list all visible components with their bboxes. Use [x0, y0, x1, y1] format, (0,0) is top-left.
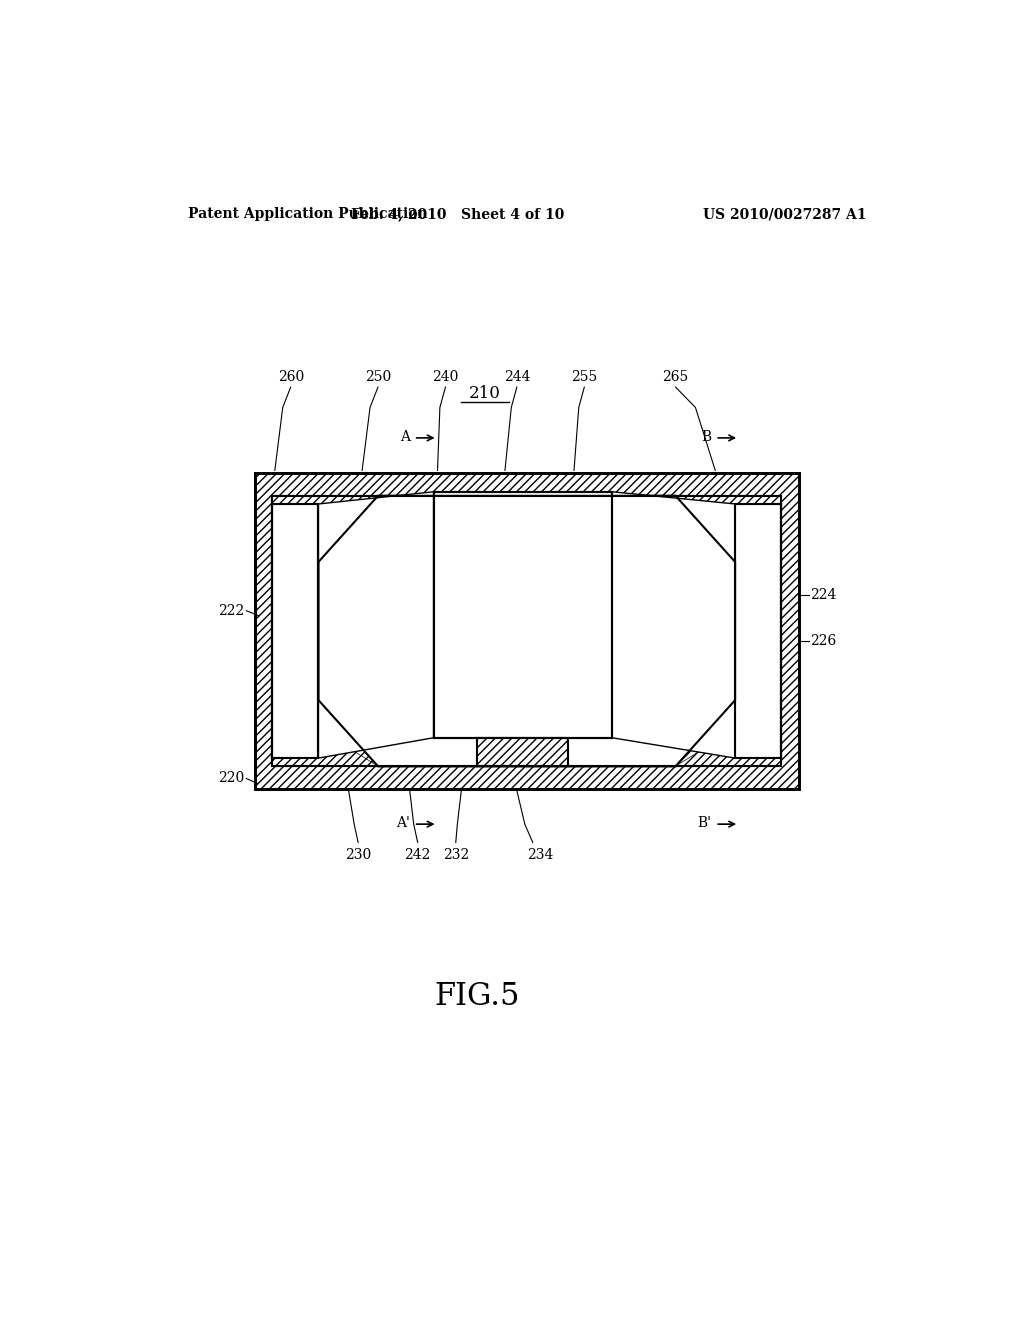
- Text: 255: 255: [571, 370, 597, 384]
- Bar: [433, 492, 612, 738]
- Bar: [255, 474, 799, 788]
- Text: A': A': [396, 816, 410, 830]
- Polygon shape: [318, 492, 433, 758]
- Text: Patent Application Publication: Patent Application Publication: [187, 207, 427, 222]
- Bar: [272, 496, 781, 766]
- Text: 230: 230: [345, 847, 372, 862]
- Text: 244: 244: [504, 370, 530, 384]
- Bar: [272, 504, 318, 758]
- Text: 224: 224: [811, 589, 837, 602]
- Text: 226: 226: [811, 634, 837, 648]
- Polygon shape: [318, 496, 735, 766]
- Bar: [735, 504, 781, 758]
- Polygon shape: [318, 496, 735, 766]
- Polygon shape: [676, 496, 781, 562]
- Text: 240: 240: [432, 370, 459, 384]
- Bar: [272, 496, 781, 766]
- Bar: [433, 492, 612, 738]
- Text: 260: 260: [278, 370, 304, 384]
- Bar: [735, 758, 781, 766]
- Bar: [735, 496, 781, 504]
- Text: 220: 220: [218, 771, 245, 785]
- Bar: [272, 504, 318, 758]
- Bar: [735, 504, 781, 758]
- Text: 265: 265: [663, 370, 689, 384]
- Text: 250: 250: [365, 370, 391, 384]
- Bar: [477, 738, 568, 766]
- Polygon shape: [272, 496, 378, 562]
- Bar: [272, 496, 781, 766]
- Text: 232: 232: [442, 847, 469, 862]
- Bar: [477, 738, 568, 766]
- Text: 210: 210: [469, 385, 501, 403]
- Polygon shape: [272, 700, 378, 766]
- Bar: [255, 474, 799, 788]
- Polygon shape: [676, 700, 781, 766]
- Polygon shape: [612, 492, 735, 758]
- Text: Feb. 4, 2010   Sheet 4 of 10: Feb. 4, 2010 Sheet 4 of 10: [350, 207, 564, 222]
- Text: US 2010/0027287 A1: US 2010/0027287 A1: [702, 207, 866, 222]
- Text: A: A: [399, 430, 410, 444]
- Text: 222: 222: [218, 603, 245, 618]
- Text: B: B: [701, 430, 712, 444]
- Text: FIG.5: FIG.5: [434, 982, 520, 1012]
- Bar: [272, 758, 318, 766]
- Text: B': B': [697, 816, 712, 830]
- Bar: [272, 496, 318, 504]
- Text: 242: 242: [404, 847, 431, 862]
- Text: 234: 234: [527, 847, 554, 862]
- Bar: [255, 474, 799, 788]
- Polygon shape: [318, 496, 735, 766]
